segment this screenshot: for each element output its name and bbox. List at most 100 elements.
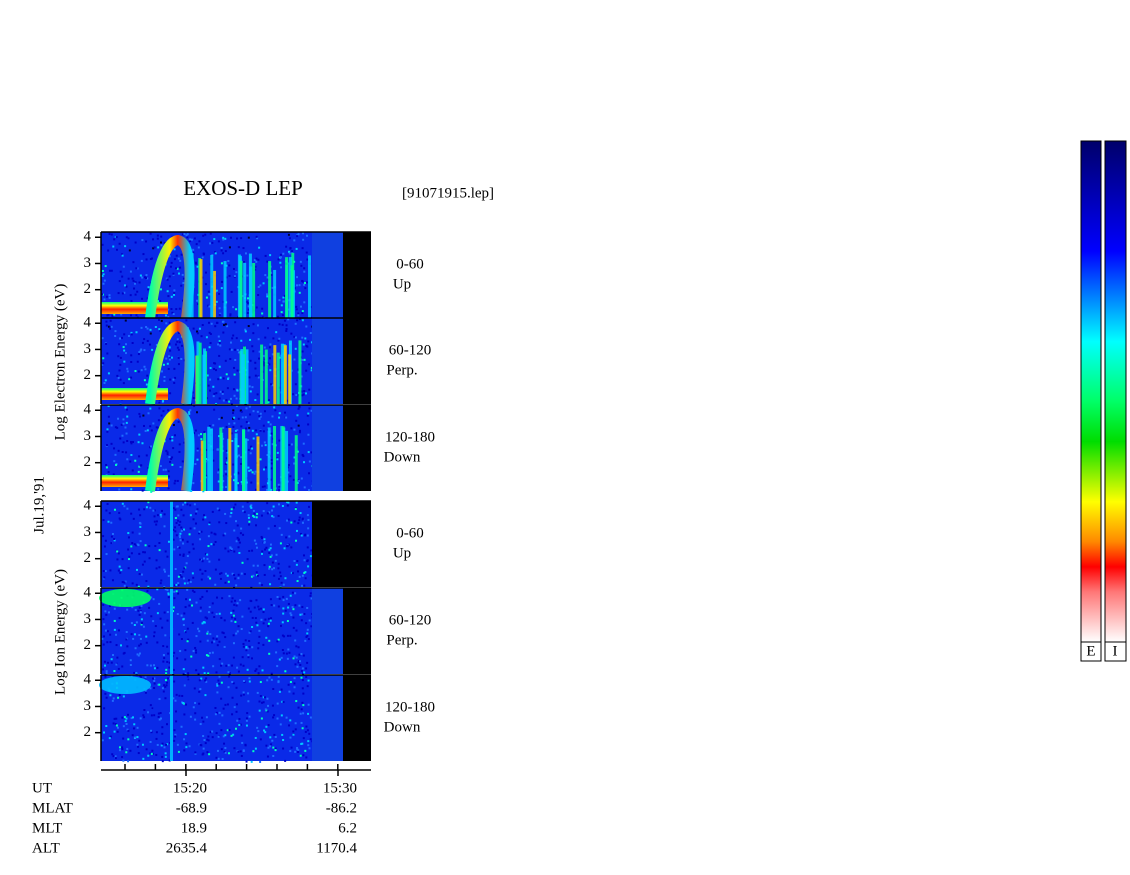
speckle <box>168 661 171 664</box>
speckle <box>169 285 172 288</box>
speckle <box>251 471 254 474</box>
speckle <box>295 394 298 397</box>
speckle <box>137 654 140 657</box>
speckle <box>278 597 281 600</box>
speckle <box>127 548 130 551</box>
speckle <box>280 656 283 659</box>
speckle <box>218 572 221 575</box>
speckle <box>241 505 244 508</box>
speckle <box>298 291 301 294</box>
speckle <box>101 269 104 272</box>
burst-stripe <box>308 255 312 318</box>
speckle <box>309 555 312 558</box>
speckle <box>126 507 129 510</box>
speckle <box>276 315 279 318</box>
speckle <box>233 422 236 425</box>
speckle <box>295 308 298 311</box>
speckle <box>159 465 162 468</box>
speckle <box>143 338 146 341</box>
speckle <box>255 546 258 549</box>
speckle <box>251 549 254 552</box>
burst-stripe <box>190 252 194 318</box>
spectrogram-panel <box>99 587 371 676</box>
ephemeris-name: ALT <box>32 840 60 856</box>
speckle <box>194 522 197 525</box>
speckle <box>178 535 181 538</box>
speckle <box>176 505 179 508</box>
speckle <box>249 452 252 455</box>
speckle <box>108 296 111 299</box>
speckle <box>209 633 212 636</box>
speckle <box>143 349 146 352</box>
speckle <box>241 741 244 744</box>
speckle <box>171 436 174 439</box>
speckle <box>121 558 124 561</box>
speckle <box>156 426 159 429</box>
speckle <box>233 529 236 532</box>
speckle <box>115 717 118 720</box>
speckle <box>286 545 289 548</box>
speckle <box>284 411 287 414</box>
file-name: [91071915.lep] <box>402 185 494 201</box>
speckle <box>309 594 312 597</box>
speckle <box>293 677 296 680</box>
speckle <box>259 695 262 698</box>
speckle <box>305 635 308 638</box>
speckle <box>225 473 228 476</box>
speckle <box>218 658 221 661</box>
speckle <box>155 314 158 317</box>
speckle <box>175 505 178 508</box>
speckle <box>125 451 128 454</box>
speckle <box>198 530 201 533</box>
speckle <box>256 691 259 694</box>
speckle <box>175 308 178 311</box>
speckle <box>222 252 225 255</box>
no-data <box>343 588 371 674</box>
speckle <box>298 429 301 432</box>
speckle <box>242 642 245 645</box>
speckle <box>161 626 164 629</box>
speckle <box>208 753 211 756</box>
speckle <box>141 276 144 279</box>
speckle <box>101 337 104 340</box>
speckle <box>248 376 251 379</box>
speckle <box>266 454 269 457</box>
speckle <box>249 338 252 341</box>
speckle <box>242 247 245 250</box>
ephemeris-value: 2635.4 <box>166 840 208 856</box>
speckle <box>153 520 156 523</box>
speckle <box>269 369 272 372</box>
speckle <box>302 654 305 657</box>
speckle <box>201 560 204 563</box>
speckle <box>286 519 289 522</box>
speckle <box>216 749 219 752</box>
speckle <box>107 520 110 523</box>
speckle <box>233 706 236 709</box>
speckle <box>232 417 235 420</box>
speckle <box>277 562 280 565</box>
speckle <box>285 329 288 332</box>
speckle <box>121 450 124 453</box>
speckle <box>190 238 193 241</box>
speckle <box>139 611 142 614</box>
speckle <box>102 362 105 365</box>
speckle <box>153 664 156 667</box>
speckle <box>187 672 190 675</box>
speckle <box>127 532 130 535</box>
speckle <box>262 608 265 611</box>
speckle <box>185 562 188 565</box>
speckle <box>255 260 258 263</box>
speckle <box>122 265 125 268</box>
speckle <box>274 747 277 750</box>
speckle <box>127 738 130 741</box>
speckle <box>159 288 162 291</box>
speckle <box>149 407 152 410</box>
speckle <box>149 328 152 331</box>
speckle <box>288 443 291 446</box>
speckle <box>194 752 197 755</box>
speckle <box>123 584 126 587</box>
speckle <box>193 590 196 593</box>
speckle <box>227 752 230 755</box>
speckle <box>303 461 306 464</box>
